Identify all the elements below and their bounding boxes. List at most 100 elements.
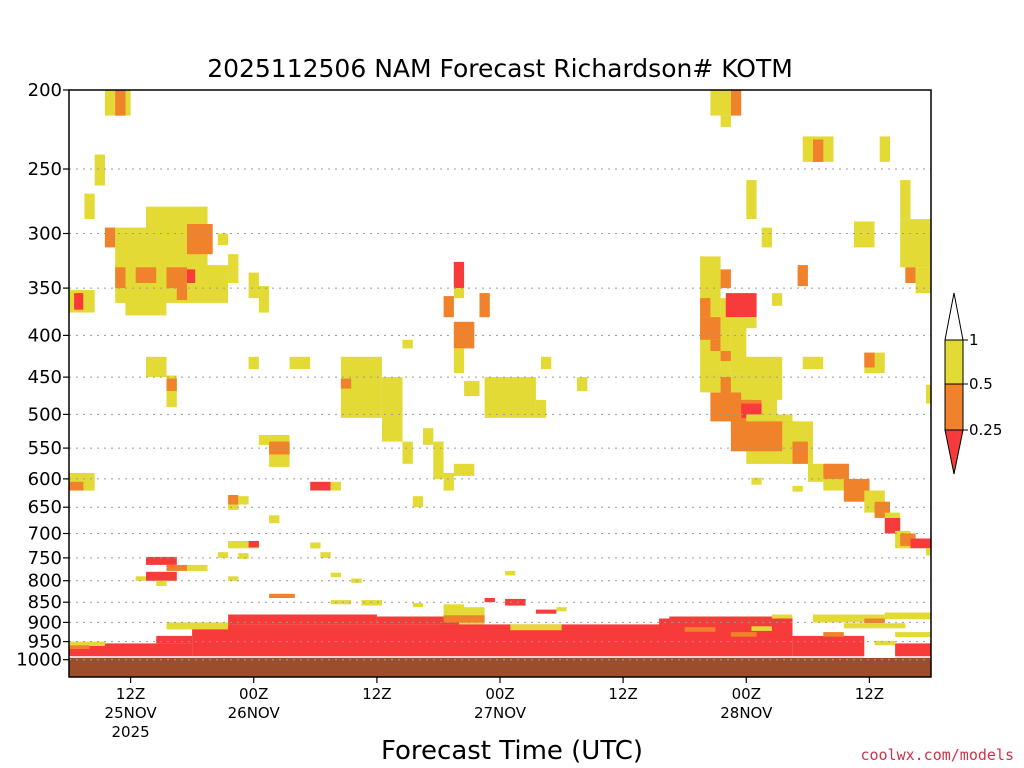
ri-cell-mid <box>443 296 454 318</box>
ri-cell-high <box>879 136 890 162</box>
ri-cell-mid <box>166 267 187 289</box>
ri-cell-high <box>751 626 772 631</box>
ri-cell-low <box>228 614 377 625</box>
ri-cell-high <box>813 614 885 623</box>
x-tick-label: 27NOV <box>474 704 527 722</box>
ri-cell-mid <box>823 463 849 479</box>
ri-cell-high <box>535 399 547 418</box>
plot-frame <box>68 89 932 678</box>
y-tick-label: 350 <box>28 278 62 299</box>
ri-cell-high <box>925 548 931 556</box>
ri-cell-mid <box>228 495 239 505</box>
ri-cell-high <box>125 298 167 316</box>
ri-cell-mid <box>135 267 157 283</box>
ri-cell-high <box>453 463 475 476</box>
x-tick-label: 28NOV <box>720 704 773 722</box>
y-tick-label: 600 <box>28 469 62 490</box>
x-axis-label: Forecast Time (UTC) <box>381 736 643 766</box>
ri-cell-high <box>412 603 424 608</box>
ri-cell-high <box>725 317 757 329</box>
ri-cell-high <box>248 356 259 370</box>
ri-cell-high <box>761 227 772 248</box>
legend-label: 1 <box>969 331 979 349</box>
x-tick-label: 00Z <box>732 685 761 703</box>
legend-swatch-high <box>944 339 964 385</box>
legend-label: 0.5 <box>969 375 993 393</box>
ri-cell-mid <box>104 227 116 248</box>
ri-cell-high <box>310 542 321 549</box>
ri-cell-mid <box>443 615 485 623</box>
ri-cell-high <box>402 441 413 464</box>
ri-cell-mid <box>864 352 875 368</box>
ri-cell-high <box>228 504 239 510</box>
y-tick-label: 850 <box>28 592 62 613</box>
ri-cell-high <box>720 298 731 370</box>
ri-cell-mid <box>453 321 475 349</box>
ri-cell-high <box>330 481 341 491</box>
legend-swatch-low <box>944 429 964 475</box>
ri-cell-high <box>541 356 552 370</box>
ri-cell-high <box>802 356 824 370</box>
ri-cell-low <box>484 598 495 603</box>
ri-cell-mid <box>730 90 742 116</box>
y-axis: 200 250 300 350 400 450 500 550 600 650 700 7508008… <box>16 80 69 671</box>
ri-cell-high <box>710 90 731 116</box>
ri-cell-high <box>166 375 177 408</box>
ri-cell-high <box>269 515 280 524</box>
ri-cell-high <box>248 272 259 299</box>
ri-cell-low <box>910 538 931 549</box>
ri-cell-high <box>484 377 536 418</box>
ri-cell-low <box>895 643 931 658</box>
ri-cell-mid <box>720 377 731 397</box>
ri-cell-mid <box>905 267 916 283</box>
y-tick-label: 450 <box>28 367 62 388</box>
ri-cell-high <box>443 604 465 609</box>
y-tick-label: 950 <box>28 632 62 653</box>
y-tick-label: 700 <box>28 524 62 545</box>
plot-area <box>69 90 931 677</box>
legend-label: 0.25 <box>969 421 1002 439</box>
ri-cell-high <box>807 463 824 482</box>
ri-cell-mid <box>69 645 90 649</box>
ri-cell-high <box>505 570 516 576</box>
ri-cell-low <box>453 261 465 289</box>
ri-cell-high <box>843 623 906 629</box>
x-tick-label: 2025 <box>112 723 150 741</box>
ri-cell-high <box>577 377 588 391</box>
chart-title: 2025112506 NAM Forecast Richardson# KOTM <box>207 54 793 83</box>
ri-cell-high <box>330 600 352 605</box>
ri-cell-high <box>771 614 793 619</box>
ri-cell-low <box>69 643 193 658</box>
ri-cell-high <box>238 496 249 505</box>
ri-cell-mid <box>187 224 213 255</box>
ri-cell-high <box>187 564 208 571</box>
ri-cell-high <box>700 256 721 303</box>
ri-cell-high <box>238 553 249 559</box>
ri-cell-high <box>720 115 731 127</box>
x-tick-label: 26NOV <box>228 704 281 722</box>
ri-cell-high <box>746 180 757 219</box>
color-legend: 1 0.5 0.25 <box>944 292 1002 475</box>
ri-cell-mid <box>720 351 731 361</box>
y-tick-label: 650 <box>28 497 62 518</box>
ri-cell-high <box>423 428 434 445</box>
y-tick-label: 1000 <box>16 650 62 671</box>
ri-cell-mid <box>479 293 490 318</box>
ri-cell-low <box>725 293 757 318</box>
credit-text[interactable]: coolwx.com/models <box>860 746 1014 764</box>
ri-cell-mid <box>720 269 731 289</box>
ri-cell-low <box>146 556 177 565</box>
ri-cell-high <box>258 435 270 445</box>
ri-cell-mid <box>340 378 352 389</box>
ri-cell-high <box>382 377 403 442</box>
ri-cell-high <box>228 254 239 283</box>
ri-cell-high <box>915 267 931 294</box>
ri-cell-low <box>505 598 526 606</box>
ri-cell-high <box>289 356 311 370</box>
ri-cell-low <box>74 293 84 310</box>
x-tick-label: 00Z <box>485 685 514 703</box>
ri-cell-mid <box>792 441 808 464</box>
ri-cell-low <box>156 635 193 644</box>
ri-cell-high <box>84 193 95 220</box>
